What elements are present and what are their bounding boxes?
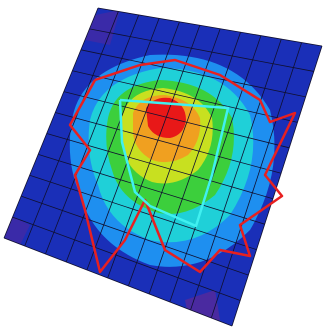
- band-dark: [5, 215, 30, 245]
- mesh-line: [3, 7, 99, 239]
- mesh-line: [210, 42, 303, 319]
- cyan-outline: [118, 98, 230, 228]
- mesh-line: [45, 14, 140, 255]
- mesh-line: [97, 7, 323, 47]
- mesh-line: [55, 112, 282, 174]
- red-outline: [68, 58, 297, 274]
- mesh-line: [12, 216, 241, 301]
- mesh-line: [127, 28, 221, 287]
- contour-bands: [5, 10, 275, 325]
- mesh-line: [169, 35, 262, 303]
- mesh-line: [3, 237, 233, 327]
- mesh-line: [231, 45, 323, 327]
- mesh-line: [63, 91, 290, 149]
- mesh-line: [29, 174, 257, 251]
- mesh-line: [86, 21, 180, 271]
- mesh-line: [38, 153, 265, 225]
- mesh-line: [72, 70, 298, 123]
- mesh-line: [80, 49, 306, 98]
- mesh: [3, 7, 323, 327]
- mesh-line: [65, 18, 160, 263]
- mesh-line: [89, 28, 314, 72]
- mesh-line: [107, 25, 201, 279]
